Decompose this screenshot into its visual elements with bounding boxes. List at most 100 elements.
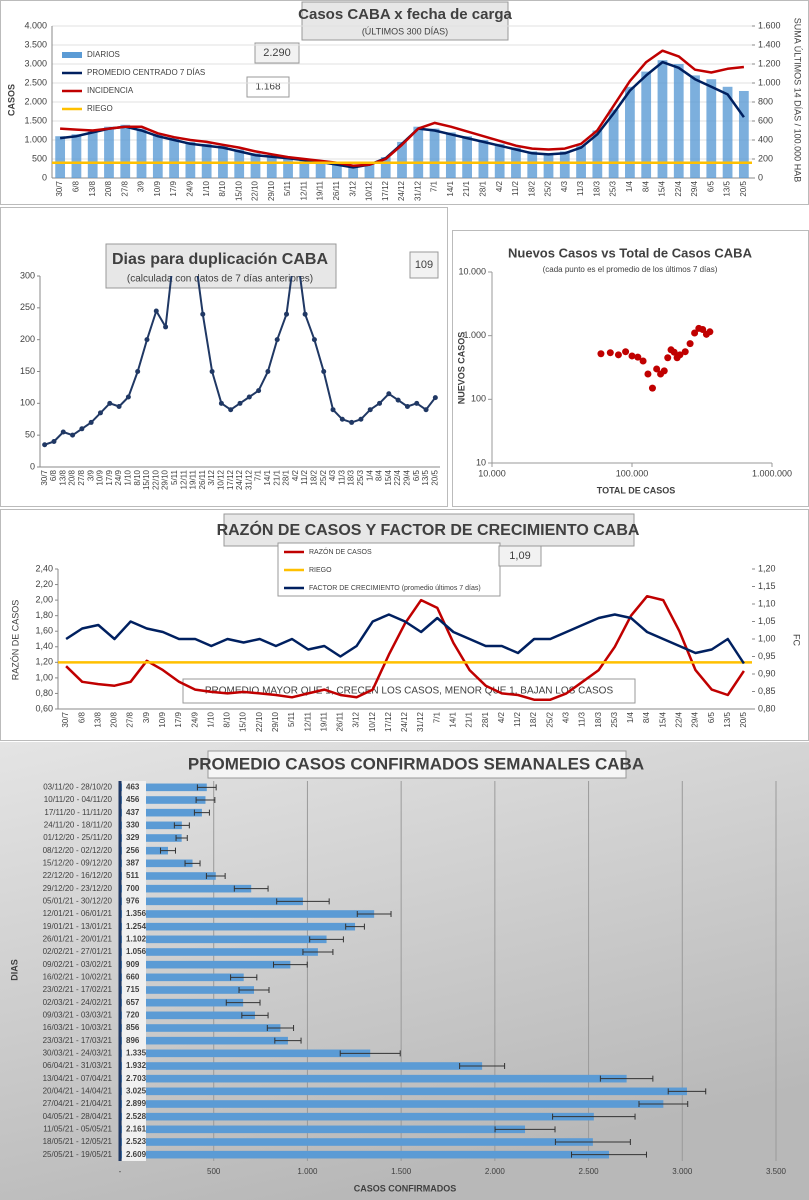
bar [348, 166, 359, 178]
x-tick-label: 3/12 [352, 711, 361, 727]
x-tick-label: 1.000 [297, 1167, 318, 1176]
y-axis-label: DIAS [9, 959, 19, 981]
bar [120, 834, 182, 842]
bar [120, 1087, 687, 1096]
error-bar [241, 1012, 269, 1019]
x-tick-label: 20/8 [104, 180, 113, 196]
x-tick-label: 18/2 [310, 469, 319, 485]
marker [237, 400, 243, 406]
y-tick-label: 0 [30, 461, 35, 471]
x-tick-label: 5/11 [287, 711, 296, 727]
point [634, 353, 642, 361]
x-tick-label: 10/9 [96, 469, 105, 485]
bar [120, 1024, 281, 1032]
y-tick-label: 1,60 [35, 626, 53, 636]
y2-tick-label: 1,15 [758, 581, 776, 591]
marker [321, 369, 327, 374]
value-label: 657 [126, 998, 140, 1007]
error-bar [554, 1139, 631, 1145]
marker [70, 432, 76, 438]
bar [120, 859, 193, 868]
x-tick-label: 25/2 [545, 711, 554, 727]
x-tick-label: 6/5 [707, 711, 716, 723]
marker [302, 311, 308, 317]
legend-label: RAZÓN DE CASOS [309, 547, 372, 556]
value-label: 700 [126, 884, 140, 893]
bar [120, 1138, 593, 1146]
value-label: 437 [126, 808, 140, 817]
x-tick-label: 10/12 [365, 180, 374, 201]
annotation: 1.168 [255, 82, 280, 93]
y2-tick-label: 400 [758, 134, 773, 144]
annotation: PROMEDIO MAYOR QUE 1, CRECEN LOS CASOS, … [205, 686, 614, 697]
point [664, 354, 672, 362]
x-tick-label: 8/10 [133, 469, 142, 485]
marker [97, 410, 103, 416]
x-tick-label: 15/10 [142, 469, 151, 490]
point [653, 365, 661, 373]
legend-label: INCIDENCIA [87, 86, 134, 95]
x-tick-label: 18/2 [527, 180, 536, 196]
bar [250, 153, 261, 178]
x-axis-label: TOTAL DE CASOS [597, 485, 676, 495]
bar [120, 897, 303, 906]
y-tick-label: 05/01/21 - 30/12/20 [43, 896, 113, 905]
y-tick-label: 50 [25, 430, 35, 440]
bar [169, 138, 179, 178]
x-tick-label: 15/10 [234, 180, 243, 201]
x-tick-label: 30/7 [61, 711, 70, 727]
x-tick-label: 3.500 [766, 1167, 787, 1176]
y-tick-label: 0,80 [35, 688, 53, 698]
y-tick-label: 10/11/20 - 04/11/20 [44, 795, 113, 804]
chart-subtitle: (calculada con datos de 7 días anteriore… [127, 274, 313, 285]
y-axis-label: CASOS [6, 84, 16, 116]
y-tick-label: 0,60 [35, 703, 53, 713]
y-tick-label: 2.500 [24, 77, 47, 87]
x-tick-label: 13/8 [93, 711, 102, 727]
x-tick-label: 18/2 [529, 711, 538, 727]
error-bar [196, 784, 217, 791]
marker [377, 400, 383, 406]
chart-subtitle: (ÚLTIMOS 300 DÍAS) [362, 26, 448, 36]
y-tick-label: 10.000 [458, 266, 486, 276]
x-tick-label: 18/3 [347, 469, 356, 485]
point [606, 349, 614, 357]
point [614, 351, 622, 359]
y-tick-label: 2,20 [35, 579, 53, 589]
x-tick-label: 4/2 [291, 469, 300, 481]
x-tick-label: 4/3 [560, 180, 569, 192]
value-label: 2.703 [126, 1074, 147, 1083]
line [65, 594, 745, 701]
point [644, 370, 652, 378]
bar [120, 1150, 610, 1159]
y-tick-label: 18/05/21 - 12/05/21 [43, 1137, 113, 1146]
error-bar [230, 974, 258, 981]
point [699, 325, 707, 333]
y-tick-label: 2.000 [24, 96, 47, 106]
point [639, 357, 647, 365]
y-tick-label: 13/04/21 - 07/04/21 [43, 1074, 113, 1083]
error-bar [459, 1063, 506, 1069]
chart-title: Casos CABA x fecha de carga [298, 6, 512, 23]
bar [445, 132, 456, 178]
y-tick-label: 1,00 [35, 672, 53, 682]
error-bar [302, 949, 334, 955]
marker [200, 311, 206, 317]
y2-tick-label: 0,80 [758, 703, 776, 713]
y-tick-label: 2,00 [35, 594, 53, 604]
error-bar [494, 1126, 556, 1133]
x-tick-label: 15/4 [658, 180, 667, 196]
value-label: 1.254 [126, 922, 147, 931]
x-tick-label: 26/11 [332, 180, 341, 200]
marker [218, 400, 224, 406]
x-tick-label: 18/3 [592, 180, 601, 196]
error-bar [552, 1113, 636, 1120]
value-label: 511 [126, 871, 139, 880]
bar [120, 884, 252, 893]
x-tick-label: 7/1 [430, 180, 439, 192]
y-tick-label: 15/12/20 - 09/12/20 [43, 858, 113, 867]
y-tick-label: 10 [476, 457, 486, 467]
marker [386, 391, 392, 397]
x-tick-label: 25/3 [610, 711, 619, 727]
x-tick-label: 1.000.000 [752, 468, 792, 478]
